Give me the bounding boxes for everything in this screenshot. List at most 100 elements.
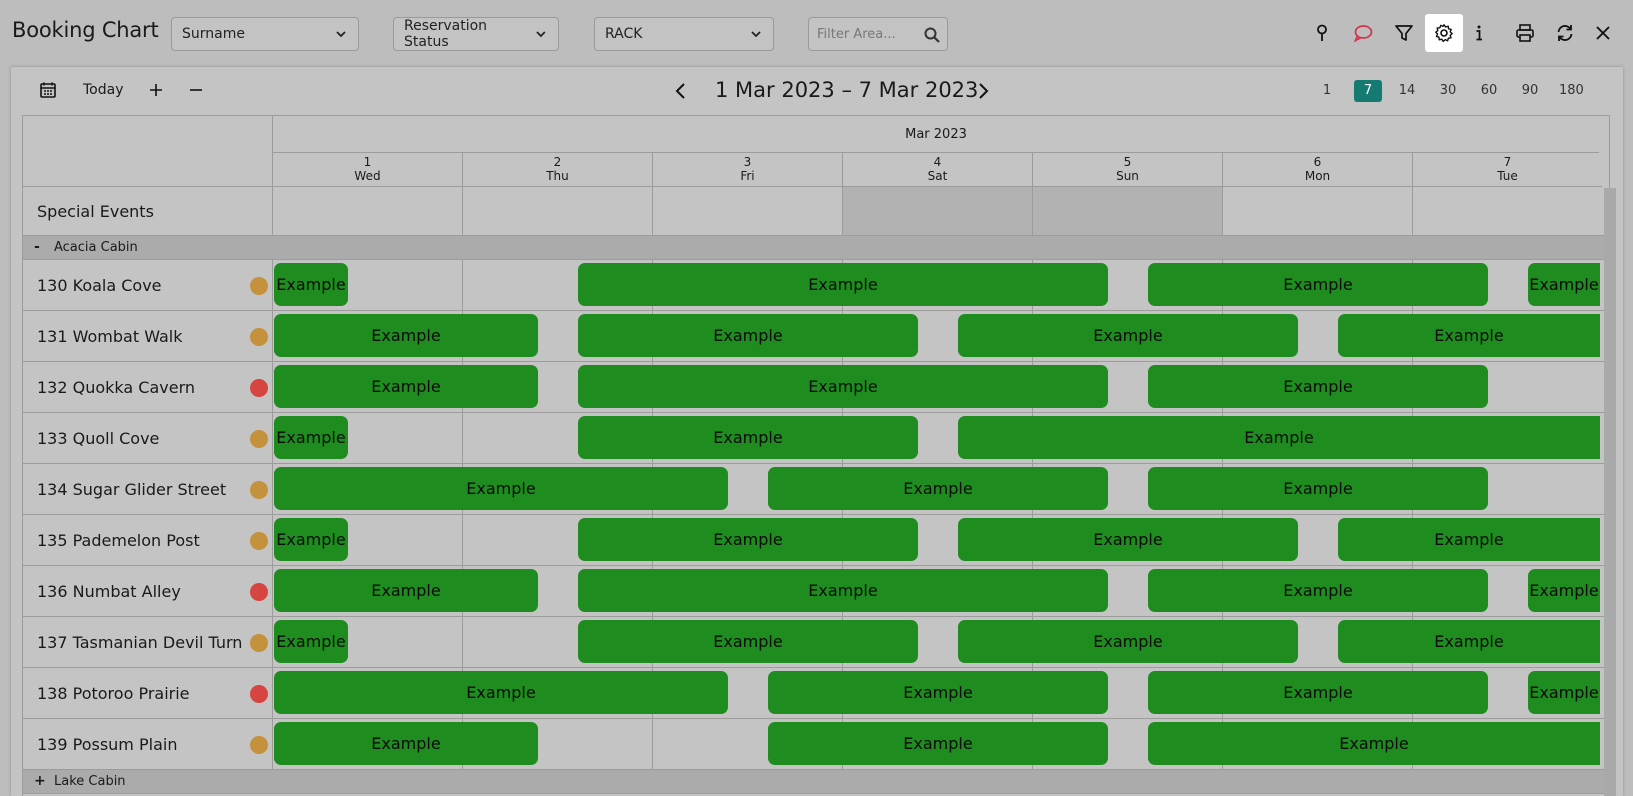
special-events-cell[interactable] xyxy=(462,187,652,235)
span-button-60[interactable]: 60 xyxy=(1480,83,1498,98)
room-status-dot[interactable] xyxy=(250,583,268,601)
zoom-in-plus-icon[interactable] xyxy=(147,81,165,99)
room-status-dot[interactable] xyxy=(250,634,268,652)
booking-block[interactable]: Example xyxy=(274,263,348,306)
booking-block[interactable]: Example xyxy=(1148,365,1488,408)
next-week-chevron-right-icon[interactable] xyxy=(973,81,993,101)
room-status-dot[interactable] xyxy=(250,430,268,448)
room-name[interactable]: 136 Numbat Alley xyxy=(37,582,181,601)
booking-block[interactable]: Example xyxy=(274,620,348,663)
room-day-cell[interactable] xyxy=(272,464,462,514)
special-events-cell[interactable] xyxy=(842,187,1032,235)
filter-button[interactable] xyxy=(1385,14,1423,52)
booking-block[interactable]: Example xyxy=(958,620,1298,663)
room-status-dot[interactable] xyxy=(250,685,268,703)
location-pin-button[interactable] xyxy=(1303,14,1341,52)
booking-block[interactable]: Example xyxy=(1528,263,1600,306)
special-events-cell[interactable] xyxy=(652,187,842,235)
status-select[interactable]: Reservation Status xyxy=(393,17,559,51)
vertical-scrollbar[interactable] xyxy=(1604,188,1616,796)
booking-block[interactable]: Example xyxy=(1338,518,1600,561)
room-day-cell[interactable] xyxy=(462,617,652,667)
room-name[interactable]: 138 Potoroo Prairie xyxy=(37,684,190,703)
room-day-cell[interactable] xyxy=(272,668,462,718)
special-events-cell[interactable] xyxy=(1222,187,1412,235)
room-status-dot[interactable] xyxy=(250,481,268,499)
room-name[interactable]: 133 Quoll Cove xyxy=(37,429,160,448)
special-events-cell[interactable] xyxy=(1032,187,1222,235)
messages-button[interactable] xyxy=(1344,14,1382,52)
booking-block[interactable]: Example xyxy=(274,365,538,408)
filter-area-input[interactable] xyxy=(809,25,919,43)
booking-block[interactable]: Example xyxy=(578,314,918,357)
room-name[interactable]: 132 Quokka Cavern xyxy=(37,378,196,397)
booking-block[interactable]: Example xyxy=(1148,263,1488,306)
booking-block[interactable]: Example xyxy=(274,314,538,357)
close-button[interactable] xyxy=(1584,14,1622,52)
room-name[interactable]: 139 Possum Plain xyxy=(37,735,178,754)
booking-block[interactable]: Example xyxy=(578,518,918,561)
room-day-cell[interactable] xyxy=(462,260,652,310)
rate-select[interactable]: RACK xyxy=(594,17,774,51)
room-day-cell[interactable] xyxy=(652,719,842,769)
info-button[interactable] xyxy=(1461,14,1497,52)
booking-block[interactable]: Example xyxy=(274,467,728,510)
booking-block[interactable]: Example xyxy=(274,722,538,765)
room-group-row[interactable]: - Acacia Cabin xyxy=(23,236,1609,260)
special-events-cell[interactable] xyxy=(272,187,462,235)
room-day-cell[interactable] xyxy=(272,413,462,463)
room-day-cell[interactable] xyxy=(462,515,652,565)
booking-block[interactable]: Example xyxy=(578,365,1108,408)
room-status-dot[interactable] xyxy=(250,379,268,397)
room-name[interactable]: 137 Tasmanian Devil Turn xyxy=(37,633,243,652)
room-day-cell[interactable] xyxy=(272,515,462,565)
booking-block[interactable]: Example xyxy=(578,416,918,459)
special-events-cell[interactable] xyxy=(1412,187,1602,235)
span-button-14[interactable]: 14 xyxy=(1398,83,1416,98)
booking-block[interactable]: Example xyxy=(1148,467,1488,510)
booking-block[interactable]: Example xyxy=(1148,671,1488,714)
room-day-cell[interactable] xyxy=(272,719,462,769)
booking-block[interactable]: Example xyxy=(1148,722,1600,765)
refresh-button[interactable] xyxy=(1546,14,1584,52)
booking-block[interactable]: Example xyxy=(274,416,348,459)
booking-block[interactable]: Example xyxy=(958,416,1600,459)
room-status-dot[interactable] xyxy=(250,277,268,295)
room-status-dot[interactable] xyxy=(250,736,268,754)
zoom-out-minus-icon[interactable] xyxy=(187,81,205,99)
booking-block[interactable]: Example xyxy=(1528,569,1600,612)
room-status-dot[interactable] xyxy=(250,328,268,346)
span-button-30[interactable]: 30 xyxy=(1439,83,1457,98)
room-day-cell[interactable] xyxy=(462,413,652,463)
booking-block[interactable]: Example xyxy=(1338,620,1600,663)
booking-block[interactable]: Example xyxy=(274,569,538,612)
collapse-group-toggle[interactable]: - xyxy=(34,239,40,255)
settings-button[interactable] xyxy=(1425,14,1463,52)
previous-week-chevron-left-icon[interactable] xyxy=(671,81,691,101)
room-name[interactable]: 135 Pademelon Post xyxy=(37,531,200,550)
booking-block[interactable]: Example xyxy=(958,314,1298,357)
room-name[interactable]: 130 Koala Cove xyxy=(37,276,162,295)
span-button-180[interactable]: 180 xyxy=(1559,83,1584,98)
room-day-cell[interactable] xyxy=(272,617,462,667)
booking-block[interactable]: Example xyxy=(578,569,1108,612)
booking-block[interactable]: Example xyxy=(958,518,1298,561)
room-day-cell[interactable] xyxy=(272,311,462,361)
room-group-row[interactable]: + Lake Cabin xyxy=(23,770,1609,794)
span-button-7[interactable]: 7 xyxy=(1354,80,1382,102)
room-day-cell[interactable] xyxy=(272,362,462,412)
room-name[interactable]: 134 Sugar Glider Street xyxy=(37,480,227,499)
search-icon[interactable] xyxy=(923,26,941,44)
span-button-90[interactable]: 90 xyxy=(1521,83,1539,98)
room-name[interactable]: 131 Wombat Walk xyxy=(37,327,183,346)
expand-group-toggle[interactable]: + xyxy=(34,773,46,789)
booking-block[interactable]: Example xyxy=(274,671,728,714)
booking-block[interactable]: Example xyxy=(1528,671,1600,714)
span-button-1[interactable]: 1 xyxy=(1322,83,1332,98)
booking-block[interactable]: Example xyxy=(768,467,1108,510)
booking-block[interactable]: Example xyxy=(578,263,1108,306)
sort-select[interactable]: Surname xyxy=(171,17,359,51)
booking-block[interactable]: Example xyxy=(768,722,1108,765)
booking-block[interactable]: Example xyxy=(1148,569,1488,612)
booking-block[interactable]: Example xyxy=(274,518,348,561)
